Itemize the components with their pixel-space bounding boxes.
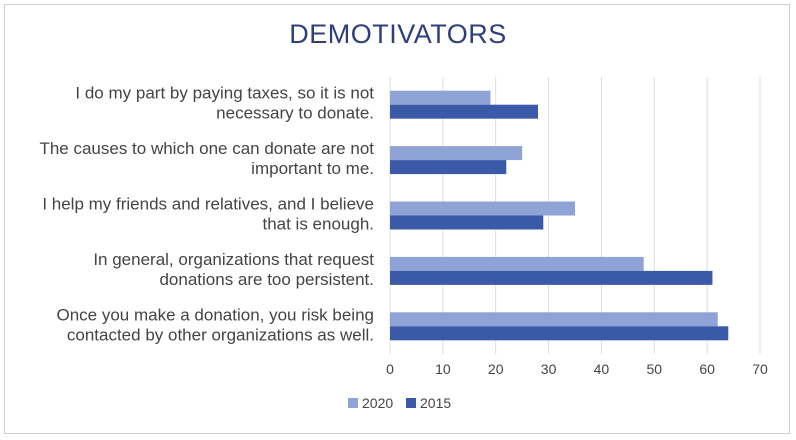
bar-2020-2 xyxy=(390,146,523,161)
x-tick-label: 0 xyxy=(386,361,394,377)
category-label-line: necessary to donate. xyxy=(216,104,374,123)
legend-swatch-2015 xyxy=(406,398,416,408)
x-tick-label: 20 xyxy=(488,361,504,377)
category-label: Once you make a donation, you risk being… xyxy=(56,305,374,344)
x-tick-label: 40 xyxy=(594,361,610,377)
x-tick-label: 50 xyxy=(646,361,662,377)
category-label: I do my part by paying taxes, so it is n… xyxy=(75,84,374,123)
bar-2020-4 xyxy=(390,256,644,271)
bar-2015-5 xyxy=(390,326,729,341)
x-tick-label: 10 xyxy=(435,361,451,377)
bar-2015-2 xyxy=(390,160,507,175)
bar-2015-3 xyxy=(390,215,544,230)
category-label: The causes to which one can donate are n… xyxy=(39,139,374,178)
x-tick-label: 60 xyxy=(699,361,715,377)
bar-2015-1 xyxy=(390,104,538,119)
category-label-line: In general, organizations that request xyxy=(93,250,374,269)
category-label: In general, organizations that request do… xyxy=(93,250,374,289)
bar-2020-3 xyxy=(390,201,575,216)
bar-2020-1 xyxy=(390,90,491,105)
category-label-line: contacted by other organizations as well… xyxy=(67,325,374,344)
chart-title: DEMOTIVATORS xyxy=(289,19,507,49)
category-label-line: I help my friends and relatives, and I b… xyxy=(42,195,374,214)
legend-swatch-2020 xyxy=(348,398,358,408)
category-label-line: Once you make a donation, you risk being xyxy=(56,305,374,324)
category-label-line: The causes to which one can donate are n… xyxy=(39,139,374,158)
category-label-line: I do my part by paying taxes, so it is n… xyxy=(75,84,374,103)
bar-2015-4 xyxy=(390,270,713,285)
category-label-line: important to me. xyxy=(251,159,374,178)
bar-2020-5 xyxy=(390,312,718,327)
x-tick-label: 70 xyxy=(752,361,768,377)
category-label-line: that is enough. xyxy=(262,215,374,234)
legend-label: 2015 xyxy=(420,395,451,411)
x-tick-label: 30 xyxy=(541,361,557,377)
category-label-line: donations are too persistent. xyxy=(159,270,374,289)
legend-label: 2020 xyxy=(362,395,393,411)
category-label: I help my friends and relatives, and I b… xyxy=(42,195,374,234)
